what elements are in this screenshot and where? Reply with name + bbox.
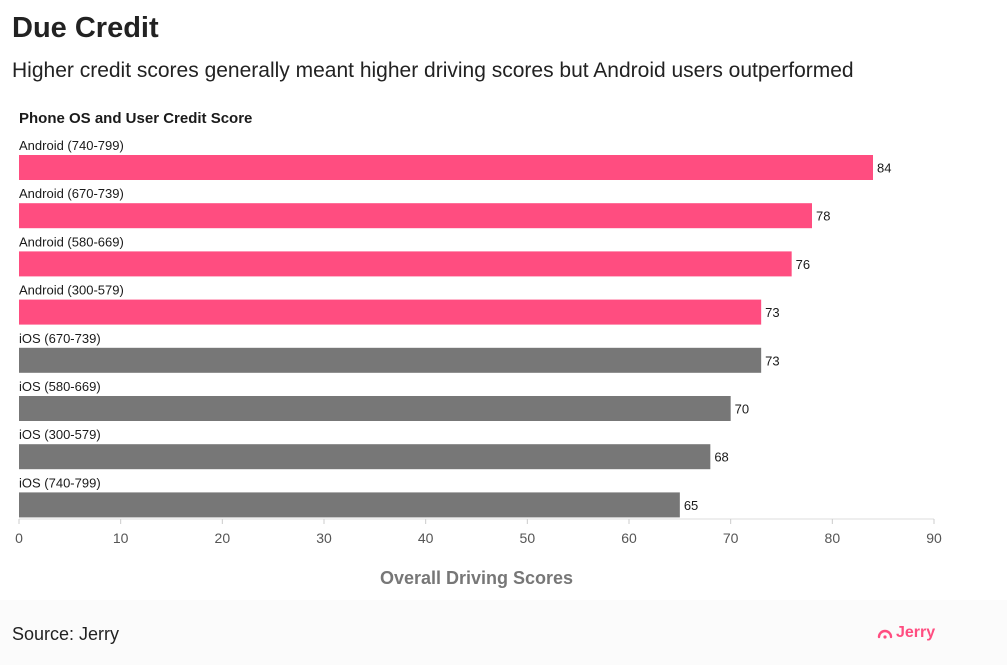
bar xyxy=(19,155,873,180)
data-label: 84 xyxy=(877,161,891,176)
x-tick-label: 40 xyxy=(418,530,434,546)
category-label: iOS (740-799) xyxy=(19,475,101,490)
category-label: Android (580-669) xyxy=(19,234,124,249)
x-axis-title: Overall Driving Scores xyxy=(380,568,573,588)
category-label: iOS (670-739) xyxy=(19,331,101,346)
x-tick-label: 20 xyxy=(215,530,231,546)
bar xyxy=(19,492,680,518)
data-label: 70 xyxy=(735,402,749,417)
category-label: iOS (580-669) xyxy=(19,379,101,394)
footer-background xyxy=(0,600,1007,665)
x-tick-label: 80 xyxy=(825,530,841,546)
x-tick-label: 0 xyxy=(15,530,23,546)
data-label: 73 xyxy=(765,305,779,320)
chart-title: Due Credit xyxy=(12,12,159,44)
x-tick-label: 60 xyxy=(621,530,637,546)
category-label: Android (670-739) xyxy=(19,186,124,201)
bar-chart: Phone OS and User Credit Score Android (7… xyxy=(15,110,942,588)
jerry-logo-text: Jerry xyxy=(896,624,936,641)
data-label: 68 xyxy=(714,450,728,465)
data-label: 65 xyxy=(684,498,698,513)
bar xyxy=(19,396,731,421)
data-label: 73 xyxy=(765,353,779,368)
bar xyxy=(19,203,812,229)
jerry-logo-icon xyxy=(877,629,893,639)
category-label: iOS (300-579) xyxy=(19,427,101,442)
x-tick-label: 70 xyxy=(723,530,739,546)
category-label: Android (740-799) xyxy=(19,138,124,153)
x-tick-label: 90 xyxy=(926,530,942,546)
chart-subtitle: Higher credit scores generally meant hig… xyxy=(12,59,854,82)
source-note: Source: Jerry xyxy=(12,624,120,644)
x-tick-label: 30 xyxy=(316,530,332,546)
bar xyxy=(19,444,711,470)
x-tick-label: 10 xyxy=(113,530,129,546)
data-label: 76 xyxy=(796,257,810,272)
x-tick-label: 50 xyxy=(520,530,536,546)
category-label: Android (300-579) xyxy=(19,283,124,298)
jerry-logo[interactable]: Jerry xyxy=(877,624,935,642)
category-axis-title: Phone OS and User Credit Score xyxy=(19,110,252,127)
bar xyxy=(19,299,762,325)
bar xyxy=(19,347,762,373)
data-label: 78 xyxy=(816,209,830,224)
bar xyxy=(19,251,792,277)
